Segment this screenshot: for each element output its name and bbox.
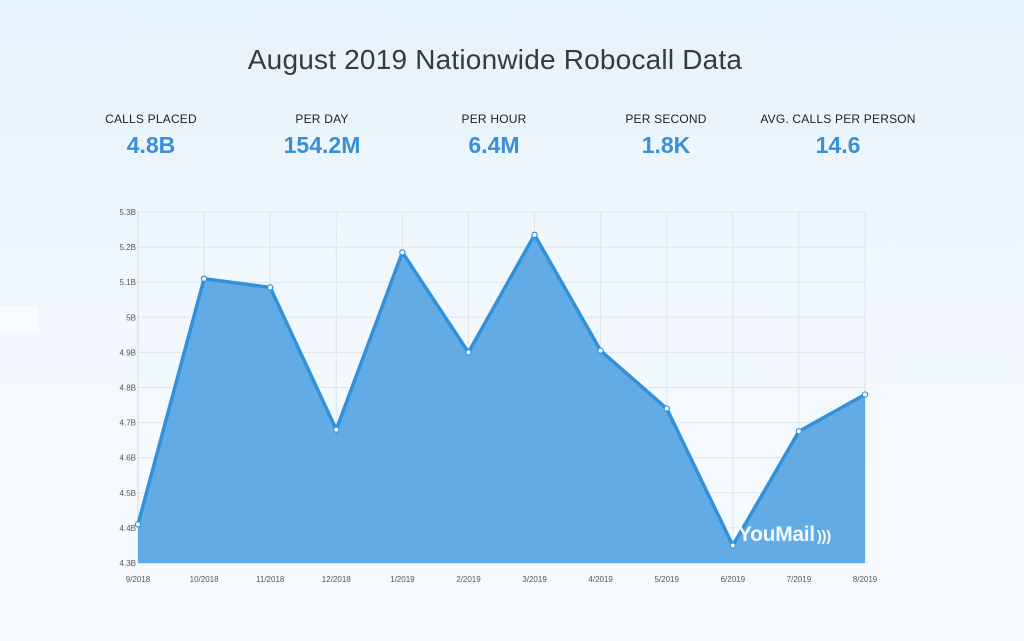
watermark-text: YouMail — [738, 523, 815, 546]
stat-per-hour: PER HOUR 6.4M — [394, 112, 594, 159]
stat-value: 6.4M — [468, 132, 520, 158]
y-tick-label: 5B — [126, 313, 136, 322]
stat-value: 14.6 — [815, 132, 861, 158]
y-tick-label: 4.6B — [120, 454, 136, 463]
stat-label: PER HOUR — [461, 112, 527, 126]
y-tick-label: 5.2B — [120, 243, 136, 252]
data-point — [134, 521, 142, 528]
x-tick-label: 10/2018 — [190, 575, 219, 584]
data-point — [399, 249, 406, 256]
sound-waves-icon: ))) — [816, 528, 831, 545]
data-point — [795, 428, 803, 435]
side-strip — [0, 306, 38, 331]
stat-value: 154.2M — [283, 132, 361, 158]
stat-label: CALLS PLACED — [105, 112, 197, 126]
y-tick-label: 4.5B — [120, 489, 136, 498]
stat-calls-placed: CALLS PLACED 4.8B — [51, 112, 251, 159]
stat-value: 1.8K — [641, 132, 691, 158]
y-tick-label: 4.7B — [120, 419, 136, 428]
data-point — [266, 284, 274, 291]
x-tick-label: 11/2018 — [256, 575, 285, 584]
series-area — [138, 234, 865, 563]
y-tick-label: 4.8B — [120, 384, 136, 393]
x-tick-label: 5/2019 — [654, 575, 679, 584]
y-tick-label: 4.4B — [120, 524, 136, 533]
series-line — [136, 233, 866, 548]
data-point — [597, 347, 604, 354]
stat-label: PER SECOND — [625, 112, 707, 126]
axis-layer: 4.3B 4.4B 4.5B 4.6B 4.7B 4.8B 4.9B 5B 5.1B 5.2B 5.… — [120, 208, 878, 584]
y-tick-label: 5.1B — [120, 278, 136, 287]
x-tick-label: 2/2019 — [456, 575, 481, 584]
y-tick-label: 5.3B — [120, 208, 136, 217]
stat-value: 4.8B — [126, 132, 176, 158]
youmail-watermark: YouMail))) — [738, 523, 831, 547]
data-point — [861, 391, 869, 398]
y-tick-label: 4.9B — [120, 348, 136, 357]
points-layer — [134, 231, 869, 549]
page-title: August 2019 Nationwide Robocall Data — [247, 44, 743, 75]
stat-per-day: PER DAY 154.2M — [222, 112, 422, 159]
data-point — [465, 349, 472, 356]
data-point — [663, 405, 670, 412]
x-tick-label: 12/2018 — [322, 575, 351, 584]
x-tick-label: 7/2019 — [787, 575, 812, 584]
data-point — [531, 231, 538, 239]
x-tick-label: 1/2019 — [390, 575, 415, 584]
y-tick-label: 4.3B — [120, 559, 136, 568]
x-tick-label: 3/2019 — [522, 575, 547, 584]
area-layer — [136, 233, 866, 563]
stat-label: AVG. CALLS PER PERSON — [760, 112, 916, 126]
stat-label: PER DAY — [295, 112, 349, 126]
data-point — [200, 275, 208, 282]
stat-avg-calls-per-person: AVG. CALLS PER PERSON 14.6 — [738, 112, 938, 159]
x-tick-label: 6/2019 — [721, 575, 746, 584]
x-tick-label: 4/2019 — [588, 575, 613, 584]
stat-per-second: PER SECOND 1.8K — [566, 112, 766, 159]
x-tick-label: 8/2019 — [853, 575, 878, 584]
data-point — [729, 542, 737, 549]
x-tick-label: 9/2018 — [126, 575, 151, 584]
data-point — [333, 426, 340, 433]
